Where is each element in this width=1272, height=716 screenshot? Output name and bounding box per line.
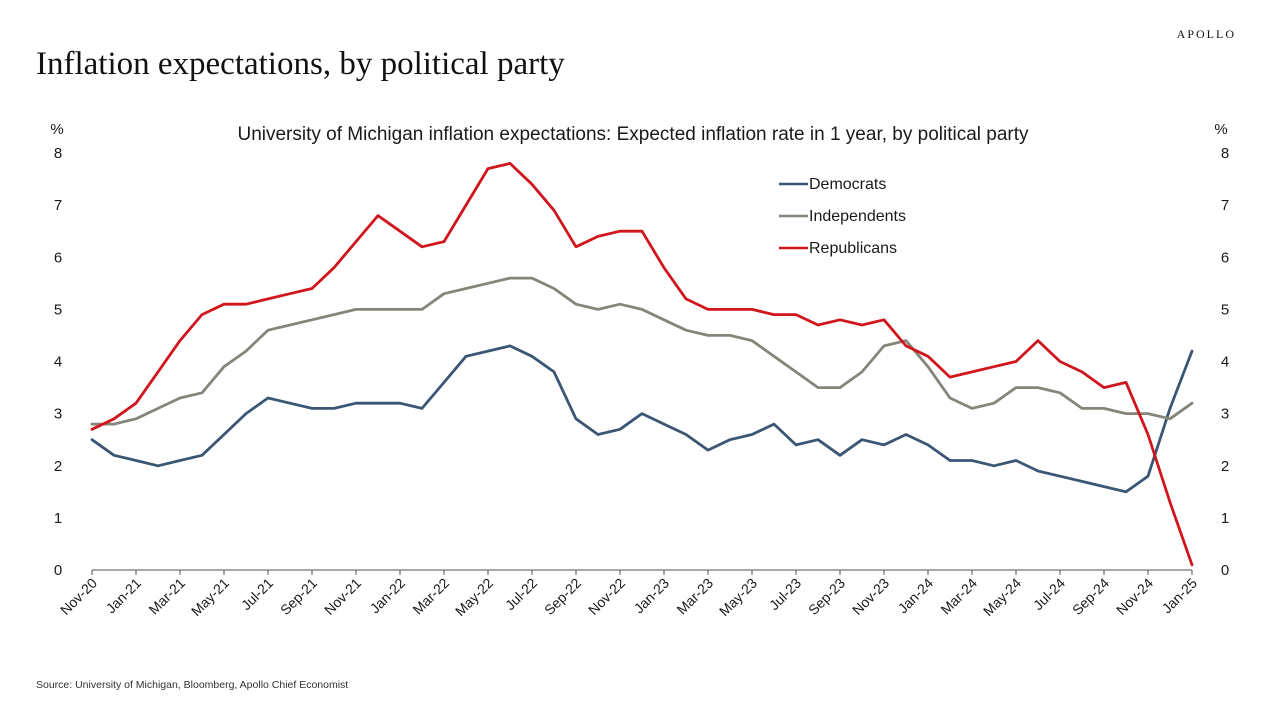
x-tick-label: Sep-22	[541, 575, 584, 618]
x-tick-label: May-23	[716, 575, 760, 619]
y-tick-label-right: 8	[1221, 145, 1229, 162]
x-tick-label: May-22	[452, 575, 496, 619]
x-tick-label: May-21	[188, 575, 232, 619]
source-note: Source: University of Michigan, Bloomber…	[36, 679, 349, 691]
y-tick-label-right: 3	[1221, 406, 1229, 423]
x-tick-label: Sep-23	[805, 575, 848, 618]
y-unit-left: %	[50, 121, 63, 138]
series-line-democrats	[90, 344, 1194, 494]
series-line-republicans	[90, 161, 1194, 567]
brand-logo: APOLLO	[1176, 27, 1236, 41]
x-tick-label: Jul-21	[238, 575, 276, 613]
y-tick-label-left: 3	[54, 406, 62, 423]
legend-label-independents: Independents	[809, 208, 906, 225]
x-tick-label: Jan-22	[367, 575, 409, 617]
y-tick-label-left: 0	[54, 562, 62, 579]
legend-label-democrats: Democrats	[809, 176, 886, 193]
y-axis-left: 0 1 2 3 4 5 6 7 8	[54, 145, 62, 579]
y-tick-label-right: 5	[1221, 301, 1229, 318]
x-tick-label: Sep-24	[1069, 575, 1112, 618]
y-tick-label-left: 1	[54, 510, 62, 527]
y-tick-label-right: 1	[1221, 510, 1229, 527]
x-tick-label: Jan-24	[895, 575, 937, 617]
series-line-independents	[90, 276, 1194, 426]
y-axis-right: 0 1 2 3 4 5 6 7 8	[1221, 145, 1229, 579]
legend: Democrats Independents Republicans	[779, 176, 906, 257]
y-tick-label-right: 6	[1221, 249, 1229, 266]
x-tick-label: Mar-23	[673, 575, 716, 618]
y-tick-label-right: 4	[1221, 354, 1229, 371]
legend-label-republicans: Republicans	[809, 240, 897, 257]
y-unit-right: %	[1214, 121, 1227, 138]
x-axis: Nov-20 Jan-21 Mar-21 May-21 Jul-21 Sep-21 Nov-…	[57, 569, 1201, 619]
y-tick-label-right: 7	[1221, 197, 1229, 214]
x-tick-label: Jan-23	[631, 575, 673, 617]
x-tick-label: Mar-24	[937, 575, 980, 618]
x-tick-label: Mar-22	[409, 575, 452, 618]
y-tick-label-left: 7	[54, 197, 62, 214]
y-tick-label-left: 5	[54, 301, 62, 318]
chart-title: University of Michigan inflation expecta…	[237, 124, 1029, 145]
x-tick-label: May-24	[980, 575, 1024, 619]
y-tick-label-left: 4	[54, 354, 62, 371]
x-tick-label: Sep-21	[277, 575, 320, 618]
y-tick-label-left: 6	[54, 249, 62, 266]
x-tick-label: Jul-24	[1030, 575, 1068, 613]
y-tick-label-left: 2	[54, 458, 62, 475]
y-tick-label-right: 0	[1221, 562, 1229, 579]
x-tick-label: Nov-22	[585, 575, 628, 618]
series-lines	[90, 161, 1194, 567]
x-tick-label: Jul-23	[766, 575, 804, 613]
x-tick-label: Nov-21	[321, 575, 364, 618]
x-tick-label: Jul-22	[502, 575, 540, 613]
x-tick-label: Nov-20	[57, 575, 100, 618]
x-tick-label: Mar-21	[145, 575, 188, 618]
x-tick-label: Nov-24	[1113, 575, 1156, 618]
y-tick-label-right: 2	[1221, 458, 1229, 475]
x-tick-label: Nov-23	[849, 575, 892, 618]
y-tick-label-left: 8	[54, 145, 62, 162]
page-title: Inflation expectations, by political par…	[36, 46, 565, 82]
x-tick-label: Jan-25	[1159, 575, 1201, 617]
x-tick-label: Jan-21	[103, 575, 145, 617]
